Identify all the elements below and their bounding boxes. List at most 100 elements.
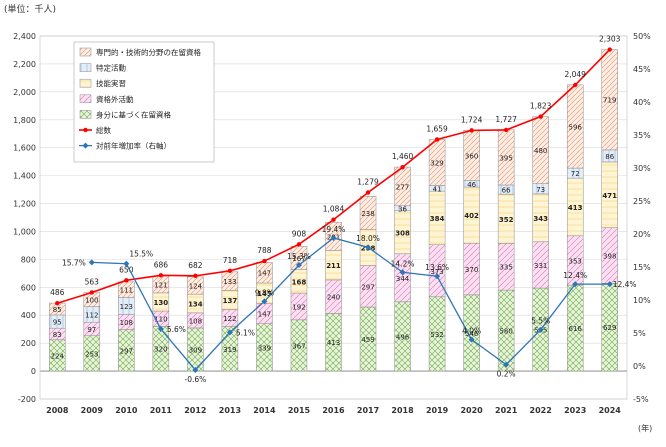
y-tick-label: 1,600 bbox=[13, 144, 36, 153]
total-label: 1,727 bbox=[495, 115, 517, 124]
segment-label: 36 bbox=[398, 205, 407, 213]
segment-label: 402 bbox=[464, 212, 479, 220]
segment-label: 168 bbox=[292, 278, 307, 286]
segment-label: 238 bbox=[361, 210, 374, 218]
total-point bbox=[607, 47, 612, 52]
legend-marker bbox=[82, 142, 89, 149]
total-point bbox=[227, 268, 233, 274]
segment-label: 121 bbox=[154, 281, 167, 289]
x-tick-label: 2017 bbox=[357, 406, 379, 415]
segment-label: 134 bbox=[188, 301, 203, 309]
x-tick-label: 2018 bbox=[391, 406, 414, 415]
segment-label: 297 bbox=[361, 283, 374, 291]
growth-label: 5.6% bbox=[167, 325, 186, 334]
y2-tick-label: 10% bbox=[633, 296, 651, 305]
total-point bbox=[331, 217, 336, 222]
growth-point bbox=[572, 281, 579, 288]
growth-point bbox=[192, 366, 199, 373]
segment-label: 319 bbox=[223, 346, 236, 354]
growth-point bbox=[503, 361, 510, 368]
growth-label: 18.0% bbox=[356, 234, 380, 243]
total-label: 1,279 bbox=[357, 178, 379, 187]
segment-label: 240 bbox=[327, 294, 340, 302]
segment-label: 384 bbox=[430, 215, 445, 223]
segment-label: 413 bbox=[568, 204, 583, 212]
plot-frame bbox=[39, 35, 628, 400]
total-label: 1,724 bbox=[461, 115, 483, 124]
growth-series: 15.7% 15.5% 5.6% -0.6% 5.1% 9.8% 15.3% 19.4% 18.… bbox=[62, 225, 637, 384]
segment-label: 309 bbox=[189, 347, 202, 355]
growth-label: 15.7% bbox=[62, 258, 86, 267]
growth-point bbox=[226, 329, 233, 336]
legend-label: 対前年増加率（右軸） bbox=[96, 141, 171, 151]
y2-tick-label: 50% bbox=[633, 32, 651, 41]
segment-label: 339 bbox=[258, 344, 271, 352]
segment-label: 167 bbox=[292, 255, 305, 263]
y-tick-label: 2,200 bbox=[13, 60, 36, 69]
y-axis-left: -200 0 200 400 600 800 1,000 1,200 1,400 1,600 1,8… bbox=[13, 32, 36, 404]
legend-swatch bbox=[79, 78, 92, 88]
total-point bbox=[538, 114, 543, 119]
segment-label: 211 bbox=[326, 262, 341, 270]
y-tick-label: 1,200 bbox=[13, 200, 36, 209]
growth-point bbox=[88, 259, 95, 266]
total-label: 788 bbox=[257, 246, 272, 255]
total-label: 2,303 bbox=[599, 35, 621, 44]
total-series: 486 563 650 686 682 718 788 908 1,084 1,279 1,460 1… bbox=[50, 35, 621, 306]
y-axis-right: -5% 0% 5% 10% 15% 20% 25% 30% 35% 40% 45% 50% bbox=[633, 32, 651, 404]
total-label: 1,084 bbox=[323, 205, 345, 214]
segment-label: 367 bbox=[292, 342, 305, 350]
segment-label: 719 bbox=[603, 97, 616, 105]
growth-point bbox=[123, 260, 130, 267]
segment-label: 112 bbox=[85, 311, 98, 319]
legend-swatch bbox=[79, 47, 92, 57]
growth-line bbox=[91, 237, 610, 371]
growth-label: 12.4% bbox=[563, 271, 587, 280]
legend: 専門的・技術的分野の在留資格特定活動技能実習資格外活動身分に基づく在留資格総数対… bbox=[73, 41, 215, 163]
segment-label: 95 bbox=[53, 319, 62, 327]
total-point bbox=[296, 242, 302, 247]
y2-tick-label: -5% bbox=[633, 395, 649, 404]
total-point bbox=[262, 258, 267, 264]
growth-point bbox=[295, 262, 302, 269]
segment-labels: 224 83 95 85 253 97 112 100 297 108 123 111 320 110 13… bbox=[51, 97, 618, 361]
x-tick-label: 2024 bbox=[599, 406, 622, 415]
legend-label: 特定活動 bbox=[96, 63, 126, 73]
legend-label: 身分に基づく在留資格 bbox=[96, 109, 171, 119]
segment-label: 398 bbox=[603, 252, 616, 260]
segment-label: 395 bbox=[499, 154, 512, 162]
segment-label: 471 bbox=[602, 192, 617, 200]
segment-label: 496 bbox=[396, 333, 410, 341]
growth-label: 9.8% bbox=[255, 288, 274, 297]
growth-label: 5.5% bbox=[531, 317, 550, 326]
total-point bbox=[124, 278, 129, 283]
segment-label: 329 bbox=[430, 159, 443, 167]
segment-label: 370 bbox=[465, 266, 478, 274]
growth-point bbox=[606, 281, 613, 288]
legend-box bbox=[73, 41, 215, 163]
bar-segment bbox=[359, 196, 377, 230]
y-tick-label: 800 bbox=[21, 255, 36, 264]
y-tick-label: 400 bbox=[21, 311, 36, 320]
growth-point bbox=[399, 269, 406, 276]
segment-label: 352 bbox=[499, 216, 514, 224]
segment-label: 353 bbox=[569, 257, 582, 265]
segment-label: 335 bbox=[499, 264, 512, 272]
segment-label: 320 bbox=[154, 346, 167, 354]
x-tick-label: 2014 bbox=[253, 406, 276, 415]
total-label: 908 bbox=[292, 229, 307, 238]
x-axis: 2008 2009 2010 2011 2012 2013 2014 2015 2016 2017… bbox=[46, 406, 621, 415]
segment-label: 86 bbox=[605, 153, 614, 161]
y2-tick-label: 30% bbox=[633, 164, 651, 173]
segment-label: 97 bbox=[87, 326, 96, 334]
segment-label: 459 bbox=[361, 336, 374, 344]
segment-label: 100 bbox=[85, 297, 98, 305]
total-label: 1,659 bbox=[426, 124, 448, 133]
total-label: 650 bbox=[119, 265, 134, 274]
segment-label: 360 bbox=[465, 153, 478, 161]
segment-label: 546 bbox=[465, 330, 479, 338]
segment-label: 108 bbox=[120, 319, 133, 327]
y-tick-label: 1,800 bbox=[13, 116, 36, 125]
growth-label: -0.6% bbox=[184, 375, 206, 384]
